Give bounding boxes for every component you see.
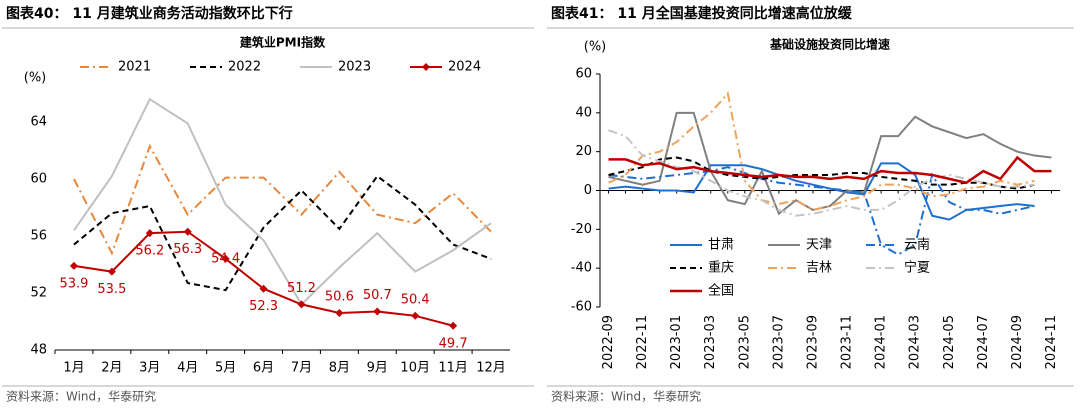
y-tick-label: 40: [575, 105, 592, 120]
data-label: 53.9: [59, 276, 88, 291]
x-tick-label: 2024-11: [1044, 315, 1059, 369]
x-tick-label: 2024-07: [976, 315, 991, 369]
series-line: [73, 97, 492, 307]
x-tick-label: 2023-03: [703, 315, 718, 369]
point-marker: [69, 261, 78, 270]
y-tick-label: 56: [30, 229, 47, 244]
series-line: [608, 166, 1035, 256]
x-tick-label: 2022-11: [635, 315, 650, 369]
x-tick-label: 10月: [400, 361, 430, 376]
series-line: [73, 143, 492, 256]
point-marker: [449, 321, 458, 330]
series-line: [73, 174, 492, 292]
legend-label: 甘肃: [708, 238, 734, 253]
x-tick-label: 2024-03: [908, 315, 923, 369]
y-tick-label: -40: [571, 261, 592, 276]
x-tick-label: 2024-09: [1010, 315, 1025, 369]
legend-label: 云南: [904, 237, 930, 253]
x-tick-label: 1月: [63, 361, 84, 376]
data-label: 49.7: [439, 336, 468, 351]
x-tick-label: 4月: [177, 361, 198, 376]
x-tick-label: 2024-05: [942, 315, 957, 369]
y-tick-label: 52: [30, 286, 47, 301]
chart-subtitle: 建筑业PMI指数: [239, 35, 326, 50]
point-marker: [373, 307, 382, 316]
x-tick-label: 2023-05: [737, 315, 752, 369]
chart-subtitle: 基础设施投资同比增速: [769, 37, 890, 52]
data-label: 54.4: [211, 251, 240, 266]
x-tick-label: 2024-01: [874, 315, 889, 369]
point-marker: [145, 229, 154, 238]
legend-label: 全国: [708, 283, 734, 299]
legend-label: 天津: [806, 238, 832, 253]
legend-label: 2021: [118, 60, 151, 75]
y-tick-label: -60: [571, 300, 592, 315]
point-marker: [411, 311, 420, 320]
x-tick-label: 5月: [215, 361, 236, 376]
data-label: 56.3: [173, 242, 202, 257]
legend-label: 吉林: [806, 261, 832, 276]
legend-label: 2023: [338, 60, 371, 75]
x-tick-label: 2022-09: [601, 315, 616, 369]
x-tick-label: 2023-07: [771, 315, 786, 369]
point-marker: [183, 227, 192, 236]
data-label: 51.2: [287, 281, 316, 296]
y-tick-label: 60: [30, 172, 47, 187]
series-line: [608, 155, 1052, 185]
y-tick-label: -20: [571, 222, 592, 237]
x-tick-label: 6月: [253, 361, 274, 376]
x-tick-label: 11月: [438, 361, 468, 376]
series-line: [608, 111, 1052, 216]
x-tick-label: 3月: [139, 361, 160, 376]
y-tick-label: 20: [575, 144, 592, 159]
source: 资料来源：Wind，华泰研究: [551, 389, 701, 404]
series-line: [608, 91, 1035, 211]
y-tick-label: 0: [584, 183, 592, 198]
x-tick-label: 7月: [291, 361, 312, 376]
data-label: 50.6: [325, 289, 354, 304]
point-marker: [335, 308, 344, 317]
legend-label: 2022: [228, 60, 261, 75]
x-tick-label: 9月: [367, 361, 388, 376]
point-marker: [297, 300, 306, 309]
y-tick-label: 48: [30, 343, 47, 358]
legend-label: 宁夏: [904, 260, 930, 276]
y-tick-label: 64: [30, 115, 47, 130]
x-tick-label: 8月: [329, 361, 350, 376]
point-marker: [221, 254, 230, 263]
x-tick-label: 12月: [476, 361, 506, 376]
x-tick-label: 2023-01: [669, 315, 684, 369]
panel-title: 图表40： 11 月建筑业商务活动指数环比下行: [6, 5, 293, 22]
y-unit: (%): [584, 40, 607, 55]
y-unit: (%): [24, 71, 47, 86]
point-marker: [107, 267, 116, 276]
x-tick-label: 2023-09: [805, 315, 820, 369]
legend-label: 重庆: [708, 260, 734, 276]
data-label: 52.3: [249, 299, 278, 314]
data-label: 50.7: [363, 288, 392, 303]
data-label: 50.4: [401, 292, 430, 307]
point-marker: [259, 284, 268, 293]
legend-marker: [422, 63, 430, 71]
source: 资料来源：Wind，华泰研究: [6, 389, 156, 404]
x-tick-label: 2023-11: [840, 315, 855, 369]
data-label: 56.2: [135, 244, 164, 259]
series-line: [608, 156, 1035, 190]
series-line: [608, 129, 1035, 217]
x-tick-label: 2月: [101, 361, 122, 376]
y-tick-label: 60: [575, 67, 592, 82]
legend-label: 2024: [448, 60, 481, 75]
panel-title: 图表41： 11 月全国基建投资同比增速高位放缓: [551, 5, 853, 22]
data-label: 53.5: [97, 282, 126, 297]
